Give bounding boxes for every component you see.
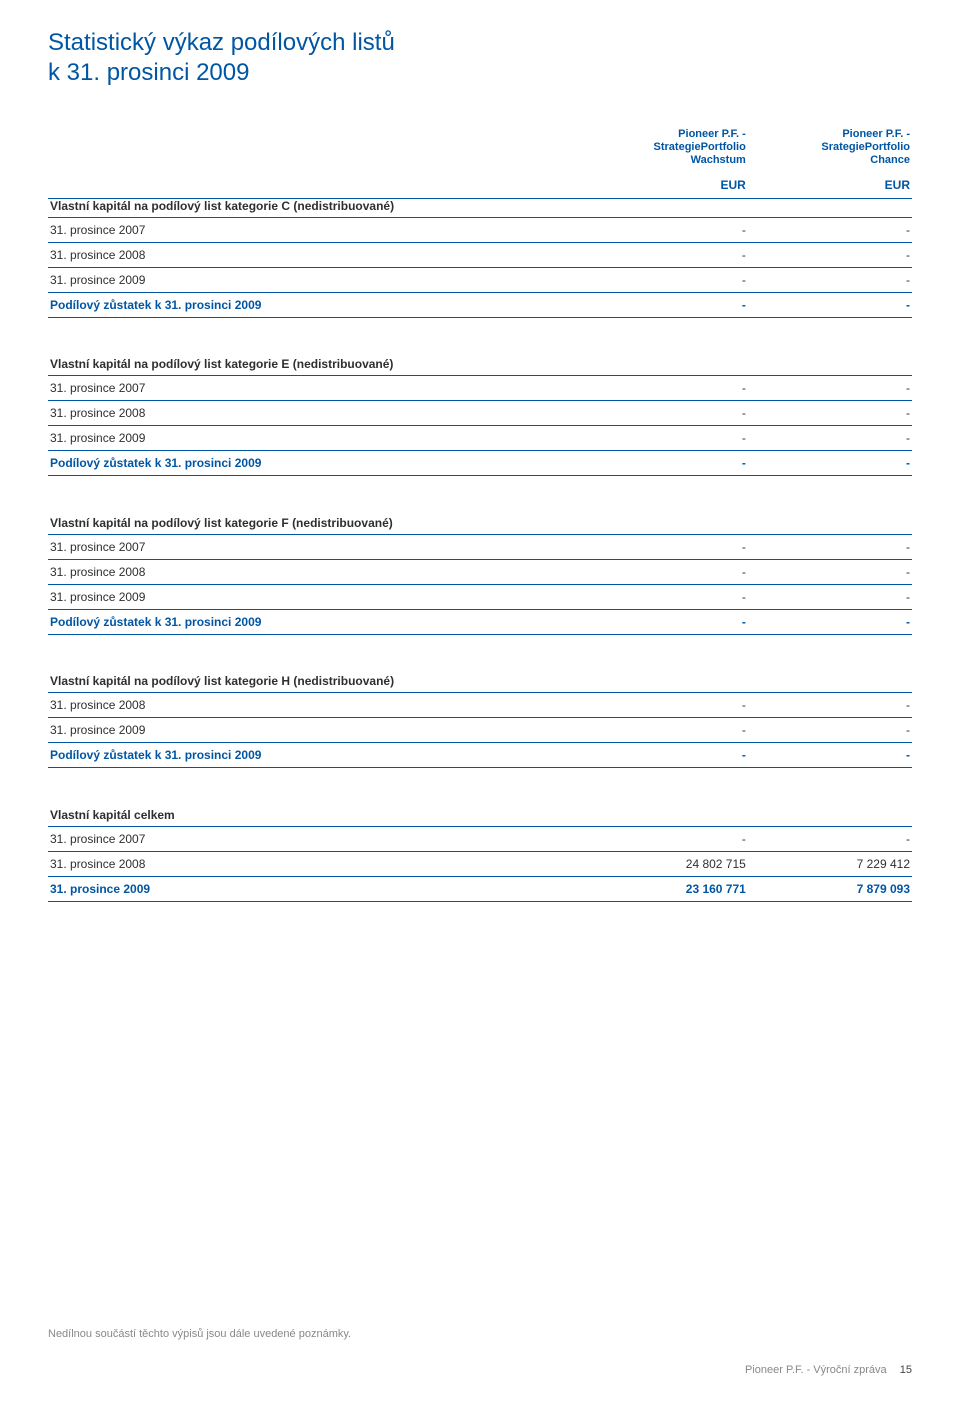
section-header: Vlastní kapitál na podílový list kategor…: [48, 198, 912, 217]
section-header: Vlastní kapitál celkem: [48, 790, 912, 827]
statement-table: Pioneer P.F. -StrategiePortfolioWachstum…: [48, 124, 912, 902]
table-row: 31. prosince 2009--: [48, 267, 912, 292]
currency-1: EUR: [748, 172, 912, 199]
table-row: 31. prosince 2007--: [48, 826, 912, 851]
column-header-0: Pioneer P.F. -StrategiePortfolioWachstum: [584, 124, 748, 172]
footer-label: Pioneer P.F. - Výroční zpráva: [745, 1364, 887, 1376]
balance-row: Podílový zůstatek k 31. prosinci 2009--: [48, 609, 912, 634]
table-row: 31. prosince 2008--: [48, 401, 912, 426]
table-row: 31. prosince 2007--: [48, 376, 912, 401]
currency-0: EUR: [584, 172, 748, 199]
table-row: 31. prosince 2009--: [48, 718, 912, 743]
balance-row: Podílový zůstatek k 31. prosinci 2009--: [48, 292, 912, 317]
section-header: Vlastní kapitál na podílový list kategor…: [48, 498, 912, 535]
table-row: 31. prosince 2009--: [48, 584, 912, 609]
table-row: 31. prosince 2009--: [48, 426, 912, 451]
table-row: 31. prosince 2008--: [48, 693, 912, 718]
column-header-1: Pioneer P.F. -SrategiePortfolioChance: [748, 124, 912, 172]
page-title-line2: k 31. prosinci 2009: [48, 58, 912, 88]
table-row: 31. prosince 2007--: [48, 217, 912, 242]
footer-note: Nedílnou součástí těchto výpisů jsou dál…: [48, 1328, 351, 1340]
section-header: Vlastní kapitál na podílový list kategor…: [48, 656, 912, 693]
table-row: 31. prosince 2007--: [48, 534, 912, 559]
page-number: 15: [900, 1364, 912, 1376]
footer-right: Pioneer P.F. - Výroční zpráva 15: [745, 1364, 912, 1376]
table-row: 31. prosince 2008--: [48, 559, 912, 584]
page-title-line1: Statistický výkaz podílových listů: [48, 28, 912, 58]
table-row: 31. prosince 200923 160 7717 879 093: [48, 876, 912, 901]
balance-row: Podílový zůstatek k 31. prosinci 2009--: [48, 451, 912, 476]
table-row: 31. prosince 200824 802 7157 229 412: [48, 851, 912, 876]
table-row: 31. prosince 2008--: [48, 242, 912, 267]
balance-row: Podílový zůstatek k 31. prosinci 2009--: [48, 743, 912, 768]
section-header: Vlastní kapitál na podílový list kategor…: [48, 339, 912, 376]
